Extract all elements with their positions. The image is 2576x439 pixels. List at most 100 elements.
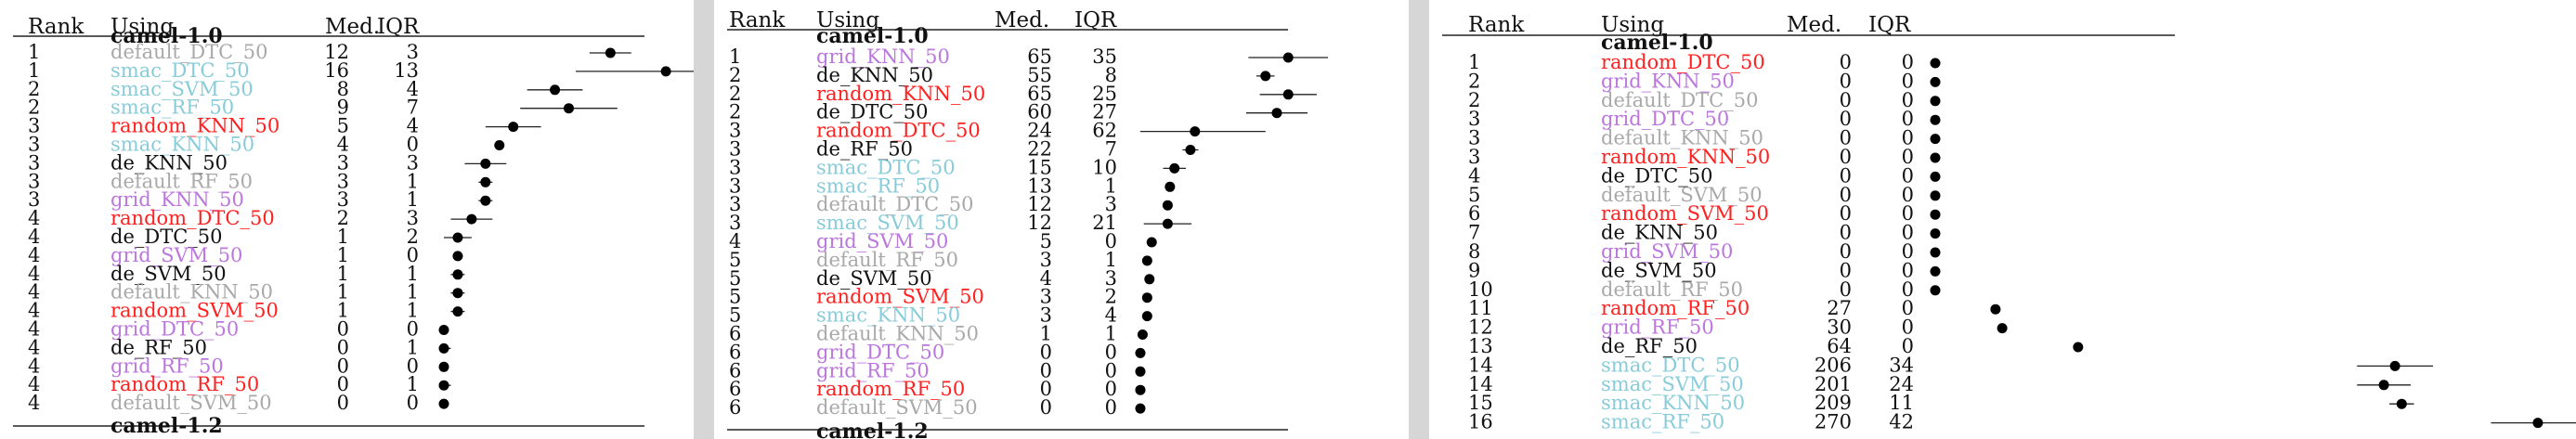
cell-rank: 14 [1468,354,1493,376]
cell-iqr: 0 [1902,335,1914,357]
cell-rank: 3 [729,212,741,234]
cell-med: 65 [1027,45,1052,68]
median-dot [508,122,519,133]
header-rank: Rank [28,15,85,39]
results-panel-3: Rank Using Med. IQR camel-1.0 1 random_DTC_50 0… [1429,0,2576,439]
cell-med: 3 [337,188,349,211]
cell-rank: 14 [1468,373,1493,395]
cell-using: random_DTC_50 [816,120,981,142]
median-dot [2532,418,2543,429]
cell-rank: 3 [28,151,40,174]
median-dot [1137,329,1148,340]
cell-using: random_KNN_50 [816,83,985,105]
median-dot [1930,285,1941,296]
median-dot [1135,366,1146,377]
cell-med: 22 [1027,138,1052,161]
median-dot [605,47,616,58]
cell-rank: 3 [729,138,741,161]
cell-rank: 4 [28,226,40,248]
cell-iqr: 0 [1902,222,1914,244]
cell-med: 55 [1027,64,1052,86]
cell-iqr: 0 [1902,259,1914,281]
cell-rank: 2 [28,78,40,100]
cell-iqr: 0 [1902,127,1914,149]
cell-iqr: 3 [407,41,419,63]
cell-med: 0 [1840,184,1852,206]
cell-rank: 3 [729,174,741,197]
median-dot [438,398,449,409]
median-dot [452,232,463,243]
cell-med: 0 [1040,341,1052,363]
median-dot [1164,181,1176,192]
cell-iqr: 0 [407,244,419,266]
cell-iqr: 2 [407,226,419,248]
cell-rank: 4 [28,318,40,341]
cell-rank: 6 [1468,202,1480,225]
cell-iqr: 0 [1105,359,1117,381]
cell-using: de_SVM_50 [111,263,227,285]
cell-using: smac_KNN_50 [816,304,960,327]
cell-med: 0 [1840,278,1852,301]
median-dot [1930,76,1941,87]
median-dot [1282,52,1294,63]
cell-rank: 8 [1468,240,1480,263]
cell-using: default_RF_50 [1601,278,1743,301]
cell-med: 1 [337,263,349,285]
cell-med: 27 [1827,297,1852,319]
median-dot [564,103,574,114]
median-dot [1282,89,1294,100]
cell-iqr: 7 [407,97,419,119]
cell-med: 3 [1040,286,1052,308]
median-dot [1135,384,1146,395]
cell-rank: 4 [729,230,741,252]
cell-using: smac_SVM_50 [1601,373,1744,395]
cell-iqr: 25 [1092,83,1117,105]
cell-med: 270 [1815,411,1852,433]
median-dot [1141,255,1152,266]
median-dot [1144,274,1155,285]
cell-iqr: 0 [1902,240,1914,263]
median-dot [1141,292,1152,303]
cell-rank: 6 [729,378,741,400]
cell-med: 4 [337,134,349,156]
cell-iqr: 27 [1092,101,1117,123]
median-dot [1260,71,1271,82]
cell-iqr: 0 [407,392,419,414]
cell-med: 4 [1040,267,1052,290]
gutter-left [694,0,714,439]
cell-iqr: 0 [1105,230,1117,252]
cell-using: grid_SVM_50 [111,244,242,266]
median-dot [1930,209,1941,220]
cell-med: 3 [337,151,349,174]
cell-med: 24 [1027,120,1052,142]
median-dot [480,176,491,187]
cell-iqr: 0 [1105,378,1117,400]
cell-iqr: 34 [1889,354,1914,376]
cell-iqr: 0 [1902,297,1914,319]
cell-med: 3 [1040,249,1052,271]
median-dot [1930,96,1941,107]
next-group-label: camel-1.2 [111,414,223,438]
median-dot [2396,398,2407,409]
cell-med: 0 [1040,378,1052,400]
group-label: camel-1.0 [1601,31,1713,55]
cell-using: random_SVM_50 [816,286,984,308]
cell-iqr: 3 [1105,267,1117,290]
cell-iqr: 4 [1105,304,1117,327]
cell-iqr: 24 [1889,373,1914,395]
cell-med: 0 [1840,259,1852,281]
cell-using: random_RF_50 [111,373,259,395]
cell-using: de_RF_50 [111,336,207,358]
cell-rank: 4 [28,281,40,303]
median-dot [438,325,449,335]
cell-iqr: 0 [1902,184,1914,206]
cell-using: de_RF_50 [1601,335,1698,357]
cell-med: 0 [1040,359,1052,381]
cell-med: 0 [1840,89,1852,111]
cell-iqr: 0 [1902,108,1914,130]
cell-using: smac_KNN_50 [111,134,254,156]
cell-rank: 16 [1468,411,1493,433]
cell-using: grid_RF_50 [1601,316,1714,339]
median-dot [1930,114,1941,125]
